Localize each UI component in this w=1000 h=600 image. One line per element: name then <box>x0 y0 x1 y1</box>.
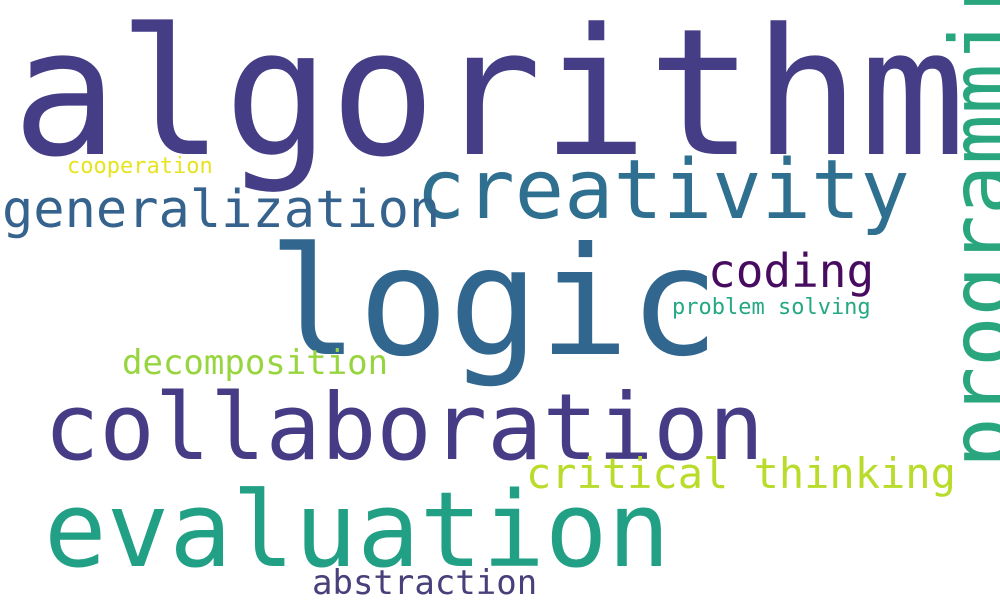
word-coding: coding <box>708 248 874 294</box>
word-problem-solving: problem solving <box>672 297 871 319</box>
word-abstraction: abstraction <box>312 566 537 600</box>
word-cooperation: cooperation <box>67 156 213 178</box>
word-programming: programming <box>939 0 1000 468</box>
